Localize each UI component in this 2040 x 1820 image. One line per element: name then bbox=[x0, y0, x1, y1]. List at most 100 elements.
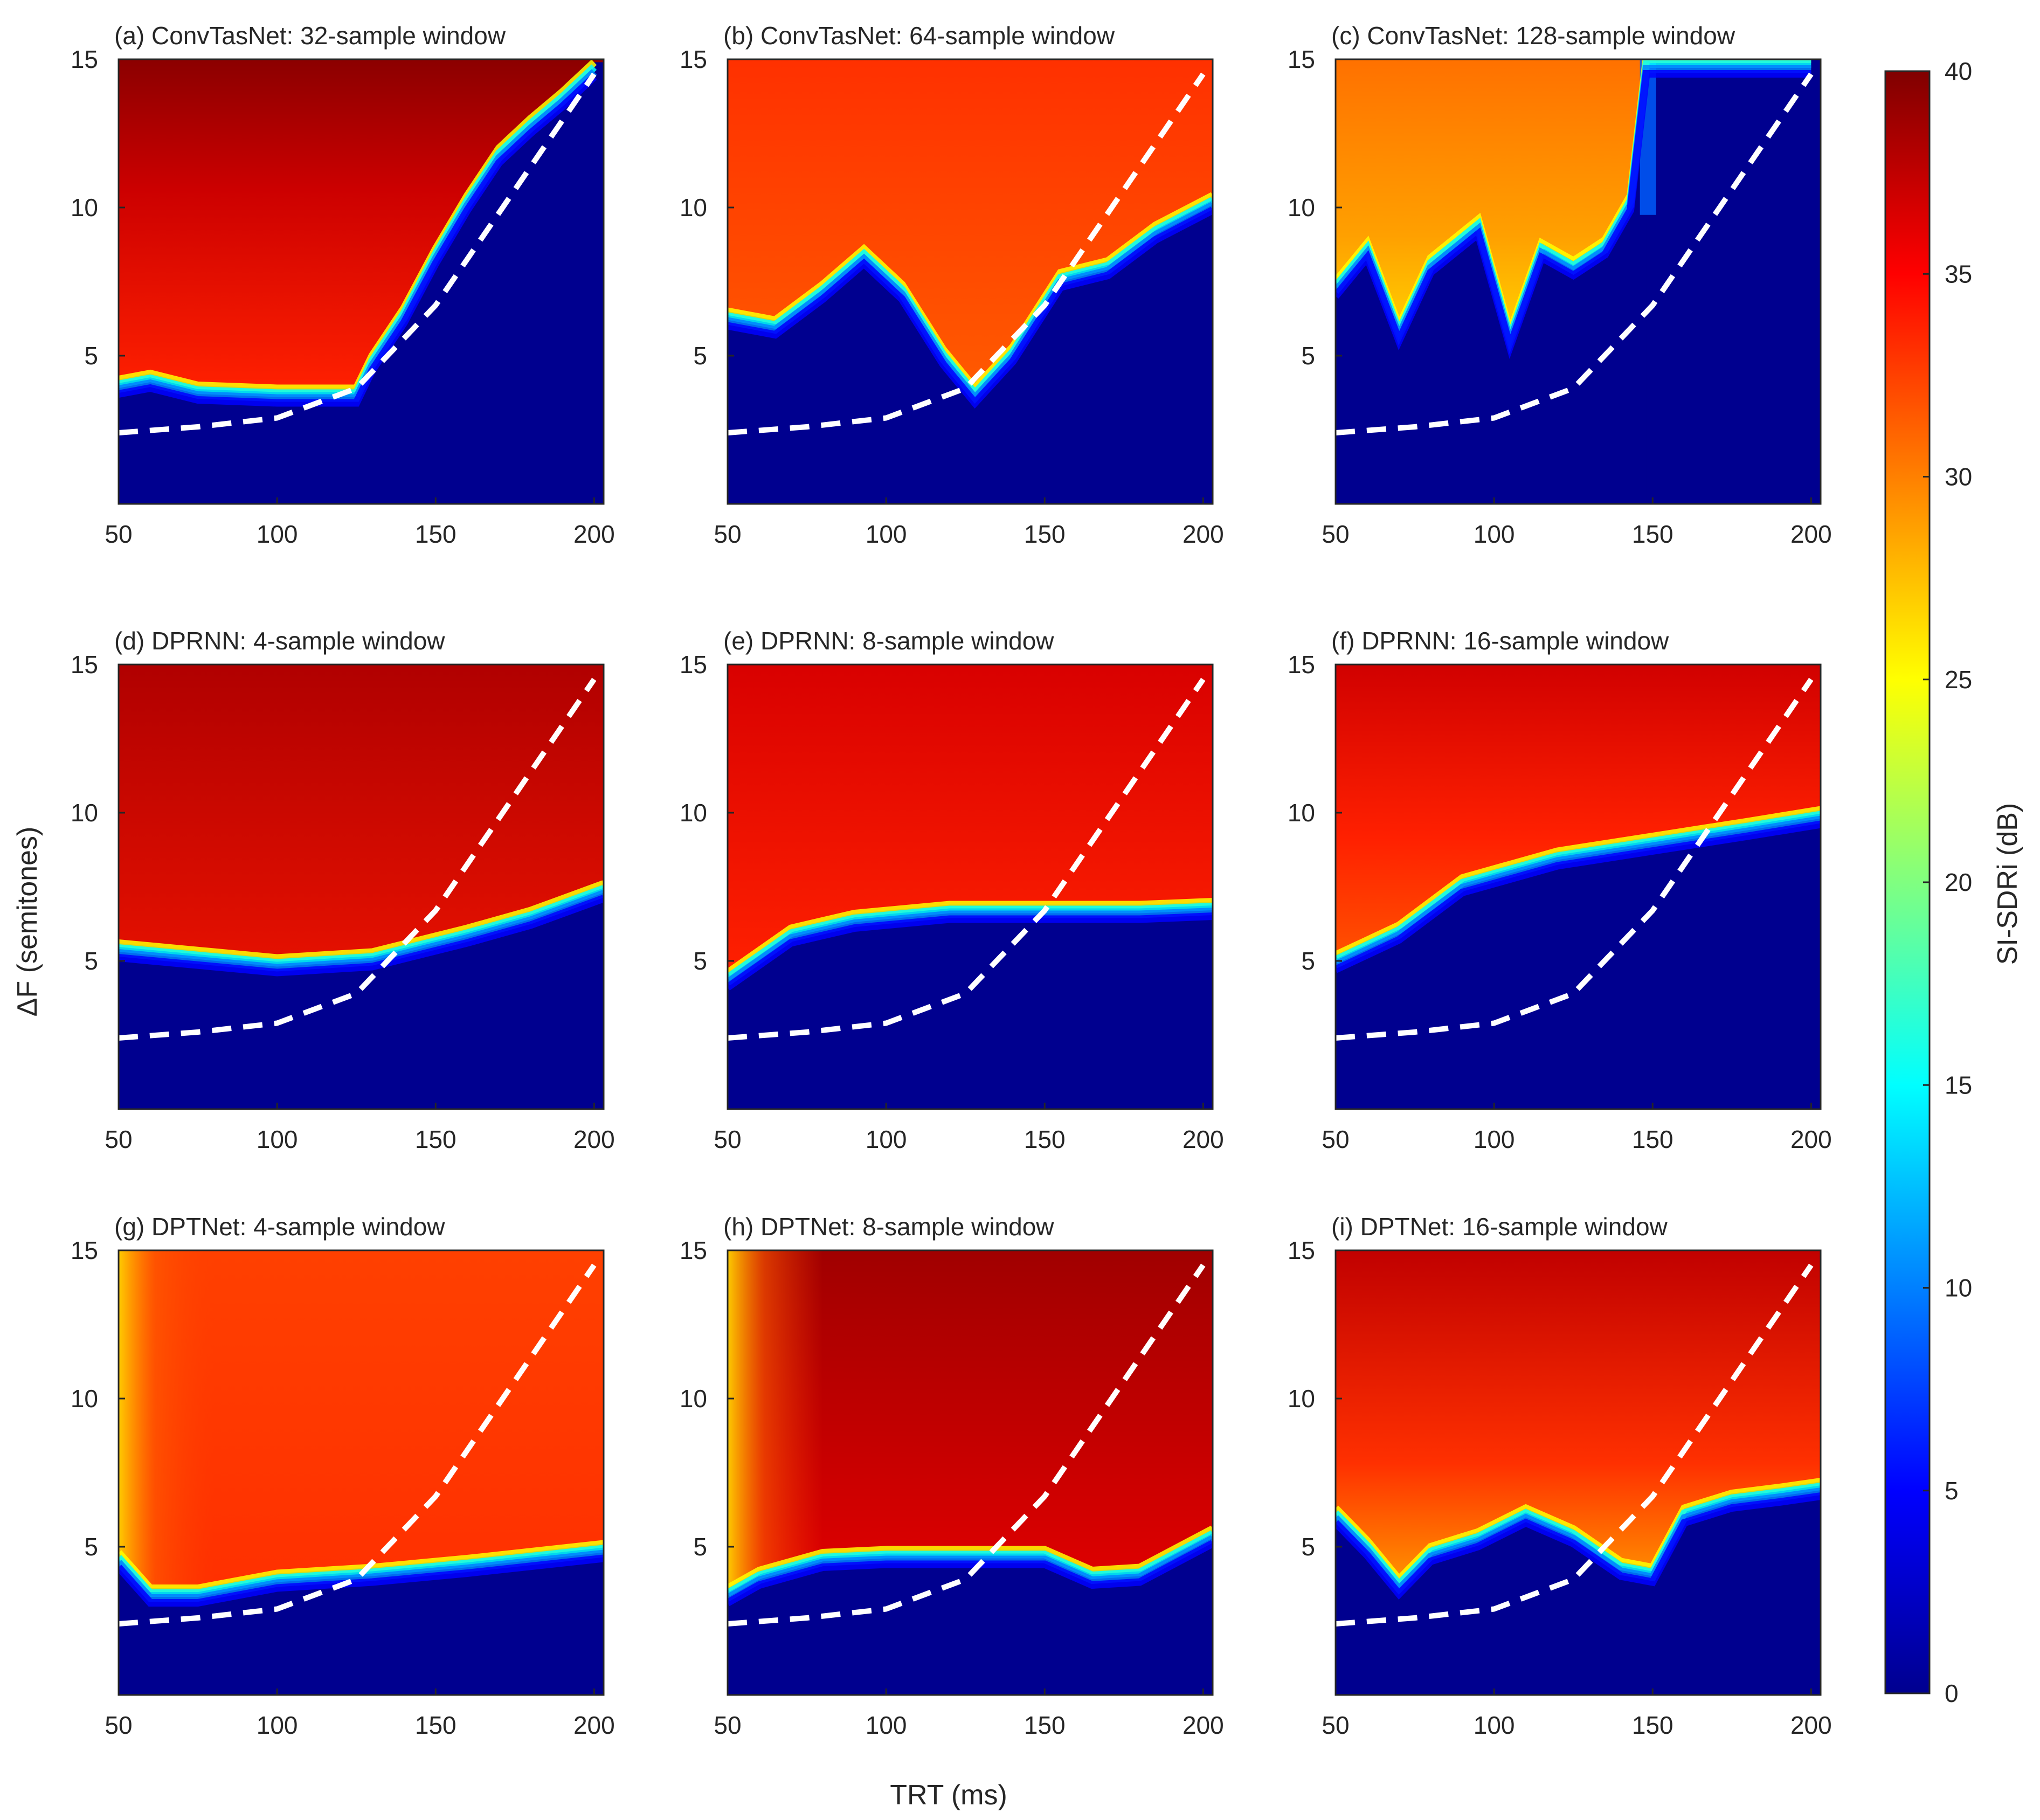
x-tick-label-h-150: 150 bbox=[1024, 1711, 1066, 1739]
y-tick-label-h-5: 5 bbox=[693, 1533, 707, 1561]
y-tick-label-g-5: 5 bbox=[84, 1533, 98, 1561]
plot-frame-a bbox=[117, 58, 605, 505]
transition-band-f-1 bbox=[1336, 811, 1821, 964]
plot-frame-c bbox=[1334, 58, 1822, 505]
y-tick-label-h-15: 15 bbox=[680, 1236, 707, 1264]
threshold-curve-e bbox=[728, 677, 1206, 1041]
x-tick-label-f-50: 50 bbox=[1322, 1125, 1349, 1153]
x-tick-label-f-150: 150 bbox=[1632, 1125, 1674, 1153]
plot-area-a bbox=[119, 59, 604, 504]
transition-band-h-1 bbox=[728, 1530, 1213, 1597]
y-tick-label-a-15: 15 bbox=[71, 45, 98, 73]
transition-band-e-2 bbox=[728, 908, 1213, 986]
x-tick-label-c-100: 100 bbox=[1474, 520, 1515, 548]
panel-title-b: (b) ConvTasNet: 64-sample window bbox=[723, 22, 1115, 50]
plot-area-c bbox=[1336, 59, 1821, 504]
y-tick-label-c-15: 15 bbox=[1288, 45, 1315, 73]
x-tick-label-b-150: 150 bbox=[1024, 520, 1066, 548]
plot-area-h bbox=[728, 1250, 1213, 1695]
threshold-curve-d bbox=[119, 677, 597, 1041]
panel-f: (f) DPRNN: 16-sample window 50 100 150 200 5 1… bbox=[1288, 627, 1832, 1153]
x-tick-label-c-200: 200 bbox=[1790, 520, 1832, 548]
threshold-curve-i bbox=[1336, 1263, 1814, 1627]
x-tick-label-a-200: 200 bbox=[573, 520, 615, 548]
transition-band-e-3 bbox=[728, 912, 1213, 991]
panel-title-a: (a) ConvTasNet: 32-sample window bbox=[114, 22, 506, 50]
x-tick-label-a-100: 100 bbox=[257, 520, 298, 548]
high-score-region-i bbox=[1336, 1250, 1821, 1580]
transition-band-b-3 bbox=[728, 206, 1213, 409]
x-tick-label-b-50: 50 bbox=[714, 520, 741, 548]
x-tick-label-b-200: 200 bbox=[1182, 520, 1224, 548]
x-tick-label-i-200: 200 bbox=[1790, 1711, 1832, 1739]
y-tick-label-i-5: 5 bbox=[1301, 1533, 1315, 1561]
transition-band-e-1 bbox=[728, 903, 1213, 981]
panels-group: (a) ConvTasNet: 32-sample window 50 100 150… bbox=[71, 22, 1832, 1739]
colorbar-gradient bbox=[1884, 70, 1931, 1694]
x-tick-label-f-100: 100 bbox=[1474, 1125, 1515, 1153]
threshold-curve-f bbox=[1336, 677, 1814, 1041]
colorbar: 0 5 10 15 20 25 30 35 40 SI-SDRi (dB) bbox=[1884, 57, 2023, 1707]
y-tick-label-f-5: 5 bbox=[1301, 947, 1315, 975]
x-tick-label-e-200: 200 bbox=[1182, 1125, 1224, 1153]
x-tick-label-i-150: 150 bbox=[1632, 1711, 1674, 1739]
y-tick-label-d-15: 15 bbox=[71, 651, 98, 679]
x-tick-label-e-150: 150 bbox=[1024, 1125, 1066, 1153]
y-axis-label: ΔF (semitones) bbox=[12, 827, 43, 1017]
x-tick-label-h-50: 50 bbox=[714, 1711, 741, 1739]
y-tick-label-f-15: 15 bbox=[1288, 651, 1315, 679]
high-score-region-a bbox=[119, 59, 604, 389]
panel-g: (g) DPTNet: 4-sample window 50 100 150 200 5 1… bbox=[71, 1213, 615, 1739]
transition-band-a-3 bbox=[119, 74, 597, 407]
plot-frame-f bbox=[1334, 663, 1822, 1110]
transition-band-d-3 bbox=[119, 895, 604, 977]
y-tick-label-e-5: 5 bbox=[693, 947, 707, 975]
x-tick-label-d-50: 50 bbox=[105, 1125, 132, 1153]
y-tick-label-g-15: 15 bbox=[71, 1236, 98, 1264]
y-tick-label-b-15: 15 bbox=[680, 45, 707, 73]
plot-frame-h bbox=[727, 1249, 1214, 1696]
panel-d: (d) DPRNN: 4-sample window 50 100 150 200 5 10… bbox=[71, 627, 615, 1153]
transition-band-h-0 bbox=[728, 1525, 1213, 1592]
high-score-region-d bbox=[119, 665, 604, 958]
threshold-curve-b bbox=[728, 72, 1206, 435]
transition-band-c-3 bbox=[1336, 70, 1811, 359]
left-edge-tint-h bbox=[728, 1250, 1213, 1588]
colorbar-label: SI-SDRi (dB) bbox=[1992, 803, 2023, 965]
panel-c: (c) ConvTasNet: 128-sample window 50 100 15… bbox=[1288, 22, 1832, 548]
x-tick-label-c-50: 50 bbox=[1322, 520, 1349, 548]
x-tick-label-f-200: 200 bbox=[1790, 1125, 1832, 1153]
x-tick-label-e-50: 50 bbox=[714, 1125, 741, 1153]
plot-area-b bbox=[728, 59, 1213, 504]
y-tick-label-i-15: 15 bbox=[1288, 1236, 1315, 1264]
x-tick-label-i-50: 50 bbox=[1322, 1711, 1349, 1739]
panel-b: (b) ConvTasNet: 64-sample window 50 100 150… bbox=[680, 22, 1224, 548]
y-tick-label-e-15: 15 bbox=[680, 651, 707, 679]
plot-area-i bbox=[1336, 1250, 1821, 1695]
threshold-curve-h bbox=[728, 1263, 1206, 1627]
panel-title-h: (h) DPTNet: 8-sample window bbox=[723, 1213, 1054, 1241]
y-tick-label-c-10: 10 bbox=[1288, 193, 1315, 222]
y-tick-label-f-10: 10 bbox=[1288, 799, 1315, 827]
plot-frame-b bbox=[727, 58, 1214, 505]
x-tick-label-b-100: 100 bbox=[866, 520, 907, 548]
colorbar-tick-label-20: 20 bbox=[1945, 868, 1972, 896]
transition-band-g-3 bbox=[119, 1554, 604, 1607]
y-tick-label-i-10: 10 bbox=[1288, 1385, 1315, 1413]
x-tick-label-h-200: 200 bbox=[1182, 1711, 1224, 1739]
panel-title-c: (c) ConvTasNet: 128-sample window bbox=[1331, 22, 1735, 50]
transition-band-d-2 bbox=[119, 890, 604, 972]
high-score-region-c bbox=[1336, 59, 1821, 332]
transition-band-f-0 bbox=[1336, 806, 1821, 959]
colorbar-tick-label-5: 5 bbox=[1945, 1477, 1959, 1505]
x-axis-label: TRT (ms) bbox=[890, 1780, 1007, 1811]
y-tick-label-b-10: 10 bbox=[680, 193, 707, 222]
y-tick-label-a-10: 10 bbox=[71, 193, 98, 222]
x-tick-label-g-50: 50 bbox=[105, 1711, 132, 1739]
colorbar-tick-label-30: 30 bbox=[1945, 463, 1972, 491]
plot-area-f bbox=[1336, 665, 1821, 1109]
threshold-curve-g bbox=[119, 1263, 597, 1627]
panel-h: (h) DPTNet: 8-sample window 50 100 150 200 5 1… bbox=[680, 1213, 1224, 1739]
x-tick-label-d-150: 150 bbox=[415, 1125, 457, 1153]
